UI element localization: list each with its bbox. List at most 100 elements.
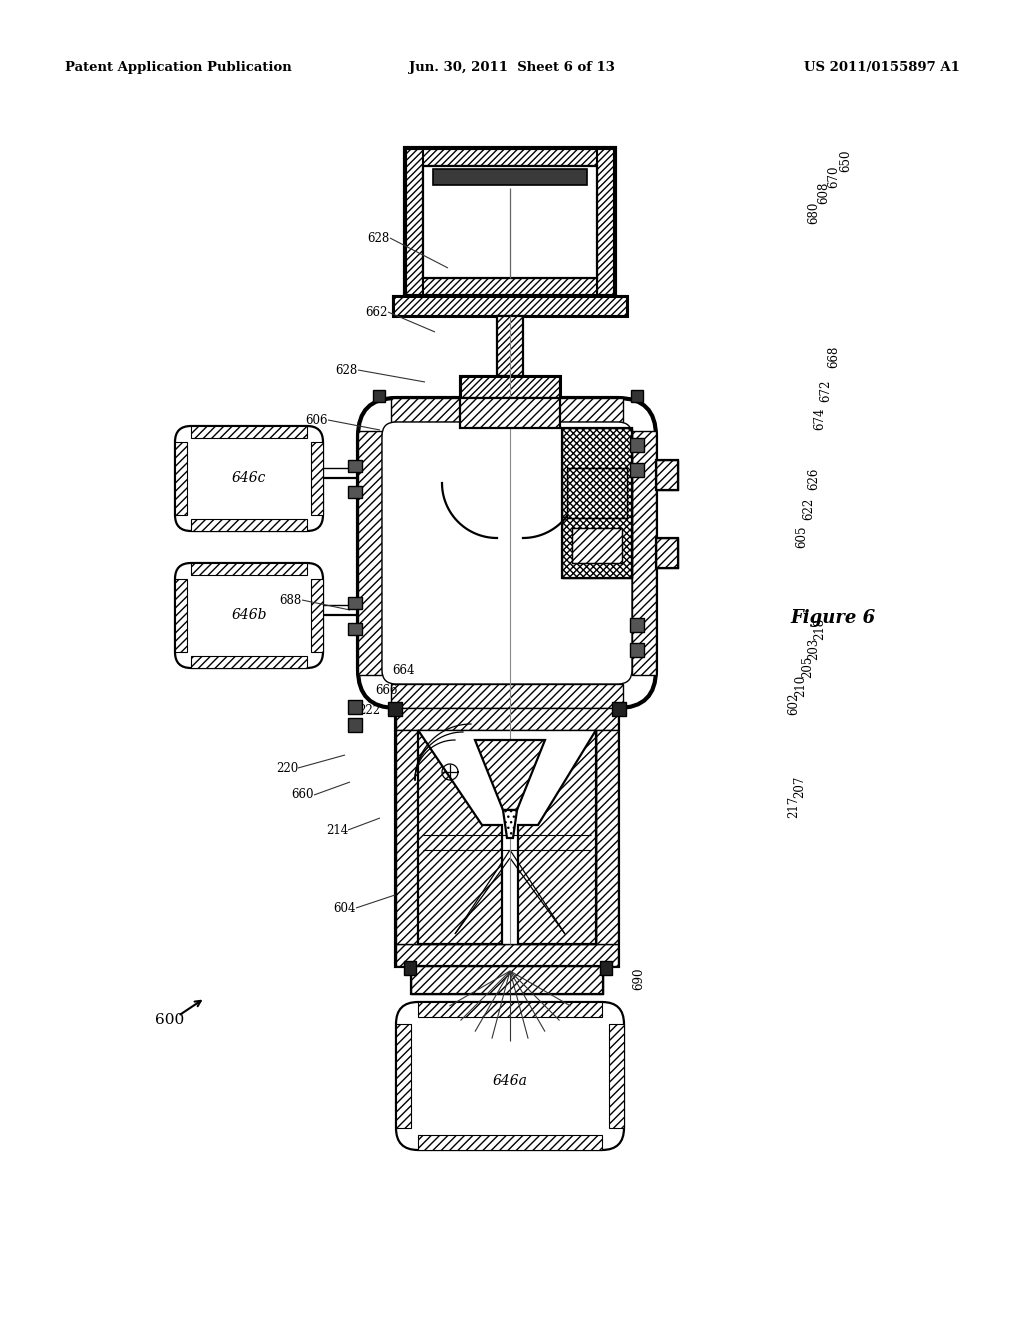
Bar	[191, 426, 307, 438]
Text: 626: 626	[807, 467, 820, 490]
Bar	[632, 432, 656, 675]
Text: 664: 664	[392, 664, 415, 676]
Text: 674: 674	[813, 408, 826, 430]
Bar	[391, 399, 623, 422]
Bar	[630, 643, 644, 657]
Text: 662: 662	[366, 305, 388, 318]
Bar	[656, 459, 678, 490]
Bar	[567, 469, 627, 517]
Bar	[612, 702, 626, 715]
Text: 608: 608	[817, 182, 830, 205]
Bar	[497, 315, 523, 376]
Text: 604: 604	[334, 902, 356, 915]
Bar	[358, 432, 382, 675]
Text: 670: 670	[827, 165, 840, 187]
FancyBboxPatch shape	[382, 422, 632, 684]
Bar	[562, 428, 632, 578]
FancyBboxPatch shape	[175, 426, 323, 531]
Text: 668: 668	[827, 346, 840, 368]
Bar	[391, 684, 623, 708]
Text: Figure 6: Figure 6	[790, 609, 876, 627]
Bar	[656, 459, 678, 490]
Text: 646a: 646a	[493, 1074, 527, 1088]
Bar	[191, 519, 307, 531]
Bar	[348, 597, 362, 609]
Bar	[348, 623, 362, 635]
Bar	[423, 279, 597, 296]
Bar	[600, 961, 612, 975]
Text: 602: 602	[787, 693, 800, 715]
Text: 600: 600	[155, 1012, 184, 1027]
Bar	[596, 730, 618, 944]
Bar	[630, 463, 644, 477]
Polygon shape	[518, 730, 596, 944]
Bar	[562, 428, 632, 578]
Bar	[175, 442, 187, 515]
Text: 210: 210	[794, 675, 807, 697]
Text: US 2011/0155897 A1: US 2011/0155897 A1	[804, 62, 961, 74]
Bar	[460, 399, 560, 428]
FancyBboxPatch shape	[175, 564, 323, 668]
Text: 220: 220	[275, 762, 298, 775]
Bar	[656, 539, 678, 568]
Text: 646c: 646c	[231, 471, 266, 484]
Bar	[411, 966, 603, 994]
Bar	[630, 618, 644, 632]
Bar	[460, 399, 560, 428]
Bar	[348, 459, 362, 473]
Bar	[311, 579, 323, 652]
Bar	[373, 389, 385, 403]
Text: 214: 214	[326, 824, 348, 837]
Bar	[631, 389, 643, 403]
Bar	[460, 376, 560, 399]
Bar	[630, 438, 644, 451]
Bar	[396, 944, 618, 966]
Bar	[311, 442, 323, 515]
Text: 690: 690	[632, 968, 645, 990]
Bar	[348, 700, 362, 714]
Text: 217: 217	[787, 796, 800, 818]
Text: 672: 672	[819, 380, 831, 403]
Text: 203: 203	[807, 638, 820, 660]
Text: 650: 650	[839, 149, 852, 172]
Bar	[191, 656, 307, 668]
Text: 660: 660	[292, 788, 314, 801]
Bar	[433, 169, 587, 185]
Text: 207: 207	[793, 776, 806, 799]
Text: Patent Application Publication: Patent Application Publication	[65, 62, 292, 74]
Bar	[609, 1024, 624, 1129]
Text: 666: 666	[376, 684, 398, 697]
Bar	[418, 1002, 602, 1016]
Bar	[393, 296, 627, 315]
Bar	[406, 148, 423, 296]
Bar	[572, 528, 622, 564]
Polygon shape	[503, 810, 517, 838]
Bar	[423, 166, 597, 279]
Bar	[656, 539, 678, 568]
Text: 688: 688	[280, 594, 302, 606]
Text: 680: 680	[807, 202, 820, 224]
Text: 646b: 646b	[231, 609, 266, 622]
Bar	[396, 708, 618, 966]
Bar	[406, 148, 615, 166]
Text: 205: 205	[801, 656, 814, 678]
Bar	[418, 1135, 602, 1150]
FancyBboxPatch shape	[396, 1002, 624, 1150]
Text: 628: 628	[336, 363, 358, 376]
Bar	[411, 966, 603, 994]
Text: Jun. 30, 2011  Sheet 6 of 13: Jun. 30, 2011 Sheet 6 of 13	[409, 62, 615, 74]
Bar	[348, 486, 362, 498]
Bar	[597, 148, 615, 296]
Bar	[572, 528, 622, 564]
FancyBboxPatch shape	[358, 399, 656, 708]
Bar	[396, 1024, 411, 1129]
Text: 222: 222	[357, 704, 380, 717]
Polygon shape	[475, 741, 545, 810]
Bar	[406, 148, 615, 296]
Text: 622: 622	[802, 498, 815, 520]
Text: 605: 605	[795, 525, 808, 548]
Bar	[404, 961, 416, 975]
Polygon shape	[418, 730, 502, 944]
Bar	[418, 730, 596, 944]
Bar	[348, 718, 362, 733]
